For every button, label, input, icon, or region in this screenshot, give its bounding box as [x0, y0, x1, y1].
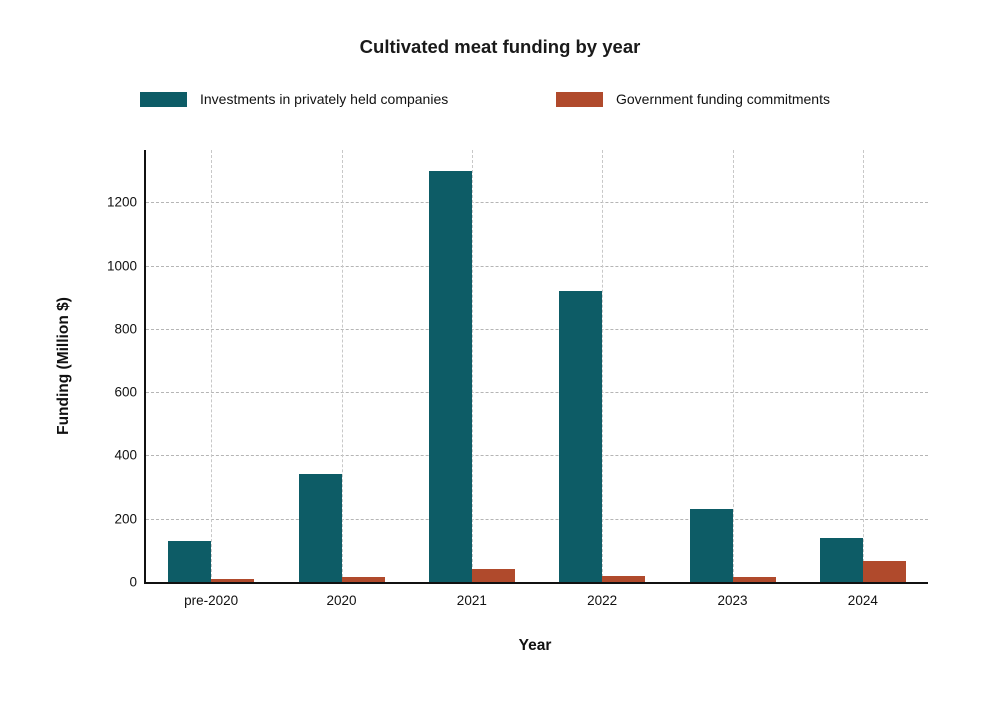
x-tick-label: pre-2020 — [184, 593, 239, 608]
legend-swatch-government — [556, 91, 603, 107]
x-tick-label: 2020 — [326, 593, 357, 608]
bar-investments-2022 — [559, 290, 603, 582]
x-gridline — [862, 150, 864, 582]
x-gridline — [602, 150, 604, 582]
x-axis-label: Year — [518, 637, 552, 654]
legend: Investments in privately held companies G… — [0, 91, 1000, 111]
legend-swatch-investments — [140, 91, 187, 107]
bar-investments-2021 — [428, 170, 472, 582]
x-tick-label: 2024 — [847, 593, 878, 608]
y-gridline — [146, 328, 928, 330]
y-tick-label: 1200 — [106, 194, 137, 210]
y-gridline — [146, 202, 928, 204]
x-gridline — [341, 150, 343, 582]
x-gridline — [471, 150, 473, 582]
y-tick-label: 600 — [114, 384, 137, 400]
y-axis-label: Funding (Million $) — [55, 297, 72, 435]
bar-investments-2023 — [689, 509, 733, 582]
legend-item: Government funding commitments — [556, 91, 830, 107]
x-gridline — [732, 150, 734, 582]
x-tick-label: 2022 — [587, 593, 618, 608]
plot-area: 0 200 400 600 800 1000 1200 pre-2020 2020 2021 202… — [107, 150, 928, 608]
bar-investments-pre-2020 — [168, 540, 212, 582]
bar-investments-2020 — [298, 474, 342, 582]
legend-label: Government funding commitments — [616, 91, 830, 107]
bar-government-2023 — [732, 577, 776, 582]
y-gridline — [146, 392, 928, 394]
bar-investments-2024 — [819, 537, 863, 582]
legend-label: Investments in privately held companies — [200, 91, 449, 107]
x-tick-label: 2023 — [717, 593, 748, 608]
y-tick-label: 800 — [114, 321, 137, 337]
y-tick-label: 0 — [129, 574, 137, 590]
bar-government-pre-2020 — [211, 579, 255, 582]
y-tick-label: 200 — [114, 511, 137, 527]
y-tick-label: 1000 — [106, 258, 137, 274]
bar-government-2020 — [341, 577, 385, 582]
bar-government-2021 — [471, 569, 515, 582]
y-tick-label: 400 — [114, 447, 137, 463]
y-gridline — [146, 265, 928, 267]
y-gridline — [146, 455, 928, 457]
chart-title: Cultivated meat funding by year — [359, 36, 641, 57]
bar-government-2022 — [602, 575, 646, 582]
y-gridline — [146, 518, 928, 520]
x-tick-label: 2021 — [456, 593, 487, 608]
x-gridline — [211, 150, 213, 582]
bar-government-2024 — [862, 561, 906, 582]
legend-item: Investments in privately held companies — [140, 91, 448, 107]
